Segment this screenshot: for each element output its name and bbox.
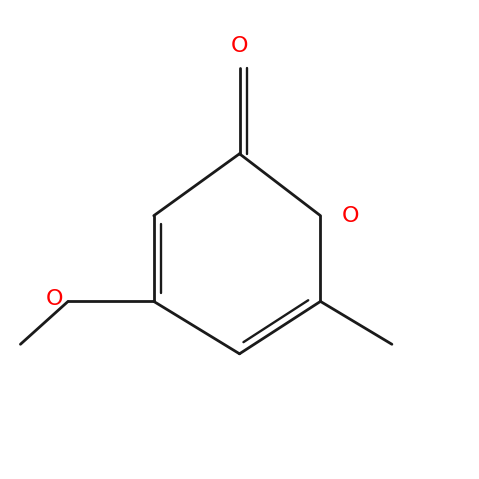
Text: O: O [46,289,63,309]
Text: O: O [231,36,248,56]
Text: O: O [342,205,359,226]
